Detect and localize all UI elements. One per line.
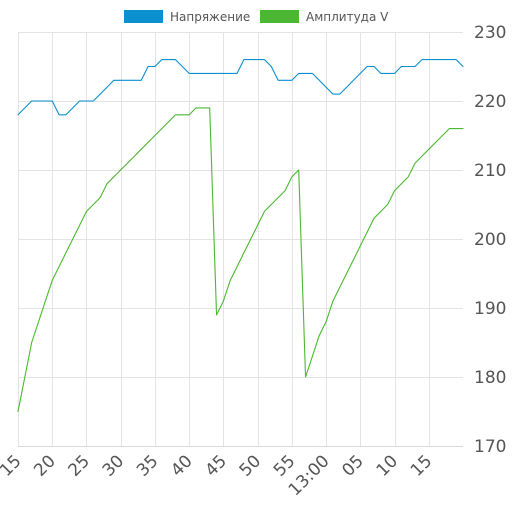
y-tick-label: 220 (474, 92, 506, 112)
x-tick-label: 25 (65, 451, 94, 480)
y-tick-label: 230 (474, 23, 506, 43)
legend-swatch-2[interactable] (260, 10, 299, 23)
y-tick-label: 200 (474, 230, 506, 250)
y-tick-label: 180 (474, 368, 506, 388)
series-line-2[interactable] (17, 107, 464, 413)
series-lines (17, 59, 464, 413)
x-tick-label: 10 (373, 451, 402, 480)
legend: Напряжение Амплитуда V (124, 10, 389, 24)
x-tick-label: 20 (30, 451, 59, 480)
x-tick-label: 35 (133, 451, 162, 480)
x-tick-label: 45 (201, 451, 230, 480)
x-tick-label: 05 (338, 451, 367, 480)
legend-label-1[interactable]: Напряжение (170, 10, 250, 24)
gridlines (18, 32, 463, 447)
y-tick-label: 170 (474, 437, 506, 457)
y-tick-label: 210 (474, 161, 506, 181)
x-tick-label: 30 (99, 451, 128, 480)
legend-swatch-1[interactable] (124, 10, 163, 23)
x-tick-label: 40 (167, 451, 196, 480)
y-tick-label: 190 (474, 299, 506, 319)
y-axis-ticks: 170 180 190 200 210 220 230 (474, 23, 506, 457)
x-tick-label: 15 (407, 451, 436, 480)
x-tick-label: 15 (0, 451, 26, 480)
x-tick-label: 50 (236, 451, 265, 480)
series-line-1[interactable] (17, 59, 464, 116)
legend-label-2[interactable]: Амплитуда V (306, 10, 389, 24)
